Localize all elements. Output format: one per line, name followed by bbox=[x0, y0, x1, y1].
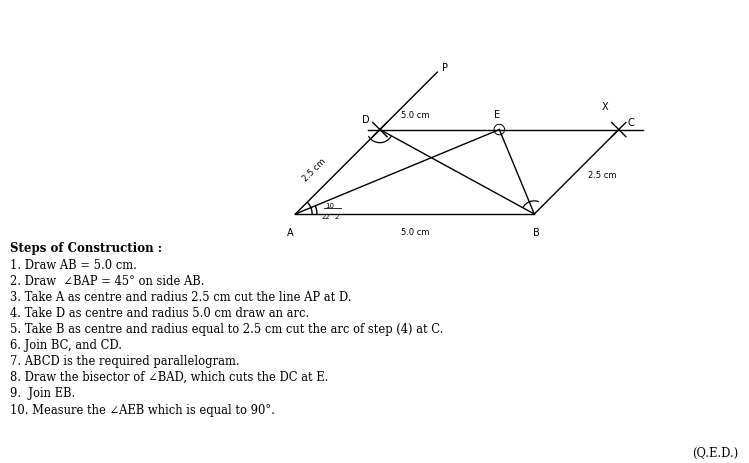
Text: 2.5 cm: 2.5 cm bbox=[301, 157, 328, 183]
Text: 4. Take D as centre and radius 5.0 cm draw an arc.: 4. Take D as centre and radius 5.0 cm dr… bbox=[10, 307, 309, 319]
Text: 5. Take B as centre and radius equal to 2.5 cm cut the arc of step (4) at C.: 5. Take B as centre and radius equal to … bbox=[10, 322, 443, 335]
Text: 8. Draw the bisector of ∠BAD, which cuts the DC at E.: 8. Draw the bisector of ∠BAD, which cuts… bbox=[10, 370, 328, 383]
Text: 22: 22 bbox=[321, 213, 330, 219]
Text: X: X bbox=[602, 102, 609, 112]
Text: 1. Draw AB = 5.0 cm.: 1. Draw AB = 5.0 cm. bbox=[10, 258, 137, 271]
Text: E: E bbox=[494, 110, 500, 120]
Text: 3. Take A as centre and radius 2.5 cm cut the line AP at D.: 3. Take A as centre and radius 2.5 cm cu… bbox=[10, 290, 351, 303]
Text: 2. Draw  ∠BAP = 45° on side AB.: 2. Draw ∠BAP = 45° on side AB. bbox=[10, 275, 204, 288]
Text: 5.0 cm: 5.0 cm bbox=[401, 111, 430, 120]
Text: 9.  Join EB.: 9. Join EB. bbox=[10, 386, 75, 399]
Text: 10: 10 bbox=[325, 203, 334, 209]
Text: 5.0 cm: 5.0 cm bbox=[401, 228, 429, 237]
Text: 7. ABCD is the required parallelogram.: 7. ABCD is the required parallelogram. bbox=[10, 354, 240, 367]
Text: B: B bbox=[533, 228, 540, 238]
Text: D: D bbox=[362, 114, 369, 125]
Text: 10. Measure the ∠AEB which is equal to 90°.: 10. Measure the ∠AEB which is equal to 9… bbox=[10, 403, 275, 416]
Text: Steps of Construction :: Steps of Construction : bbox=[10, 242, 162, 255]
Text: (Q.E.D.): (Q.E.D.) bbox=[692, 446, 738, 459]
Text: C: C bbox=[628, 118, 634, 128]
Text: P: P bbox=[442, 63, 448, 73]
Text: 2.5 cm: 2.5 cm bbox=[589, 170, 617, 179]
Text: A: A bbox=[288, 228, 294, 238]
Text: 6. Join BC, and CD.: 6. Join BC, and CD. bbox=[10, 338, 122, 351]
Text: 2: 2 bbox=[335, 213, 339, 219]
